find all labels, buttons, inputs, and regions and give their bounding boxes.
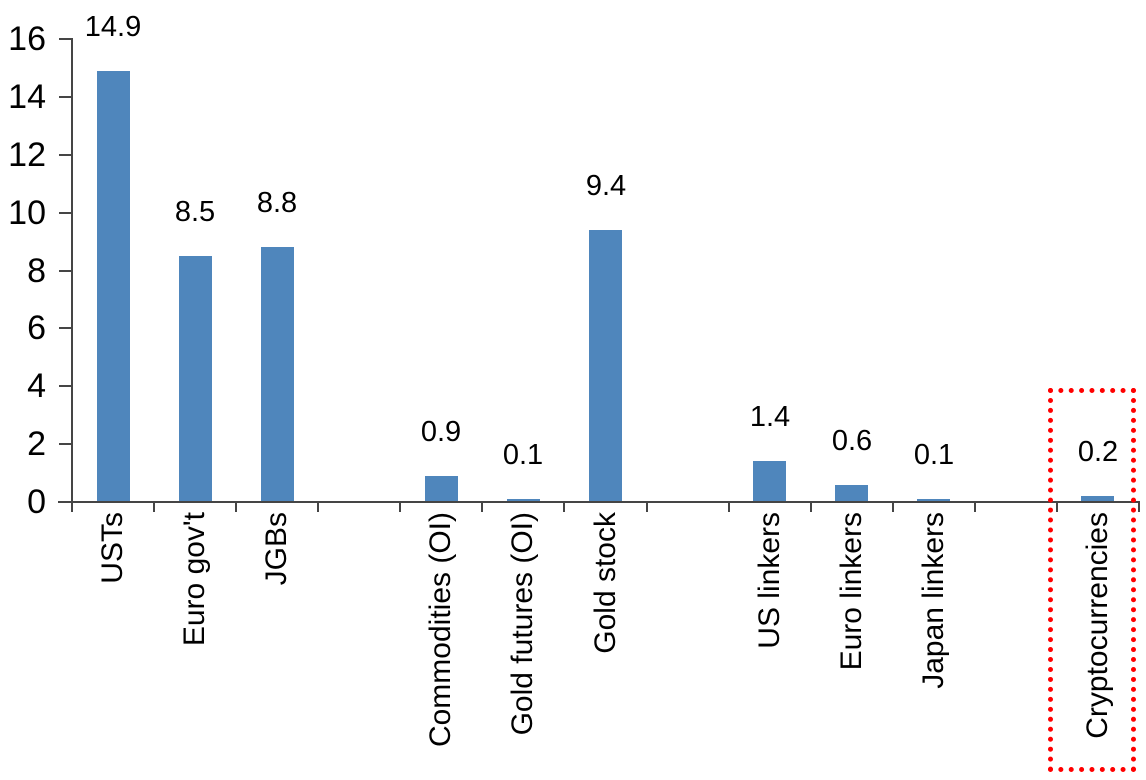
bar-value-label: 0.9 <box>420 416 462 448</box>
bar-gold-stock <box>589 230 622 502</box>
y-axis-line <box>71 38 73 505</box>
y-tick <box>59 154 72 156</box>
y-tick <box>59 96 72 98</box>
bar-value-label: 8.5 <box>174 196 216 228</box>
bar-jgbs <box>261 247 294 502</box>
y-tick-label: 10 <box>8 194 46 232</box>
x-category-label-us-linkers: US linkers <box>753 512 786 649</box>
bar-value-label: 9.4 <box>585 170 627 202</box>
x-tick <box>974 503 976 512</box>
y-tick-label: 12 <box>8 136 46 174</box>
x-category-label-euro-gov-t: Euro gov't <box>178 512 211 647</box>
y-tick-label: 0 <box>27 483 46 521</box>
x-tick <box>728 503 730 512</box>
y-tick-label: 8 <box>27 252 46 290</box>
x-tick <box>646 503 648 512</box>
x-tick <box>153 503 155 512</box>
bar-value-label: 1.4 <box>749 401 791 433</box>
bar-euro-linkers <box>835 485 868 502</box>
y-tick <box>59 443 72 445</box>
y-tick-label: 14 <box>8 78 46 116</box>
y-tick <box>59 270 72 272</box>
y-tick-label: 4 <box>27 367 46 405</box>
x-tick <box>1138 503 1140 512</box>
x-category-label-commodities-oi: Commodities (OI) <box>424 512 457 748</box>
bar-value-label: 14.9 <box>84 11 142 43</box>
x-category-label-gold-stock: Gold stock <box>589 512 622 654</box>
x-axis-line <box>58 501 1140 503</box>
highlight-box <box>1048 388 1136 772</box>
x-tick <box>399 503 401 512</box>
x-category-label-japan-linkers: Japan linkers <box>917 512 950 689</box>
x-tick <box>235 503 237 512</box>
x-tick <box>1056 503 1058 512</box>
y-tick <box>59 212 72 214</box>
x-tick <box>317 503 319 512</box>
x-tick <box>810 503 812 512</box>
bar-usts <box>97 71 130 502</box>
x-category-label-jgbs: JGBs <box>260 512 293 586</box>
bar-japan-linkers <box>917 499 950 502</box>
y-tick-label: 16 <box>8 20 46 58</box>
x-tick <box>481 503 483 512</box>
y-tick <box>59 385 72 387</box>
x-category-label-usts: USTs <box>96 512 129 584</box>
bar-euro-gov-t <box>179 256 212 502</box>
bar-value-label: 0.6 <box>831 425 873 457</box>
bar-value-label: 0.2 <box>1077 436 1119 468</box>
y-tick-label: 2 <box>27 425 46 463</box>
y-tick <box>59 327 72 329</box>
bar-value-label: 0.1 <box>913 439 955 471</box>
x-category-label-gold-futures-oi: Gold futures (OI) <box>506 512 539 736</box>
bar-commodities-oi <box>425 476 458 502</box>
x-tick <box>563 503 565 512</box>
y-tick-label: 6 <box>27 309 46 347</box>
x-tick <box>71 503 73 512</box>
x-category-label-euro-linkers: Euro linkers <box>835 512 868 671</box>
bar-value-label: 8.8 <box>256 187 298 219</box>
bar-gold-futures-oi <box>507 499 540 502</box>
bar-value-label: 0.1 <box>502 439 544 471</box>
y-tick <box>59 38 72 40</box>
bar-us-linkers <box>753 461 786 502</box>
bar-cryptocurrencies <box>1081 496 1114 502</box>
x-tick <box>892 503 894 512</box>
